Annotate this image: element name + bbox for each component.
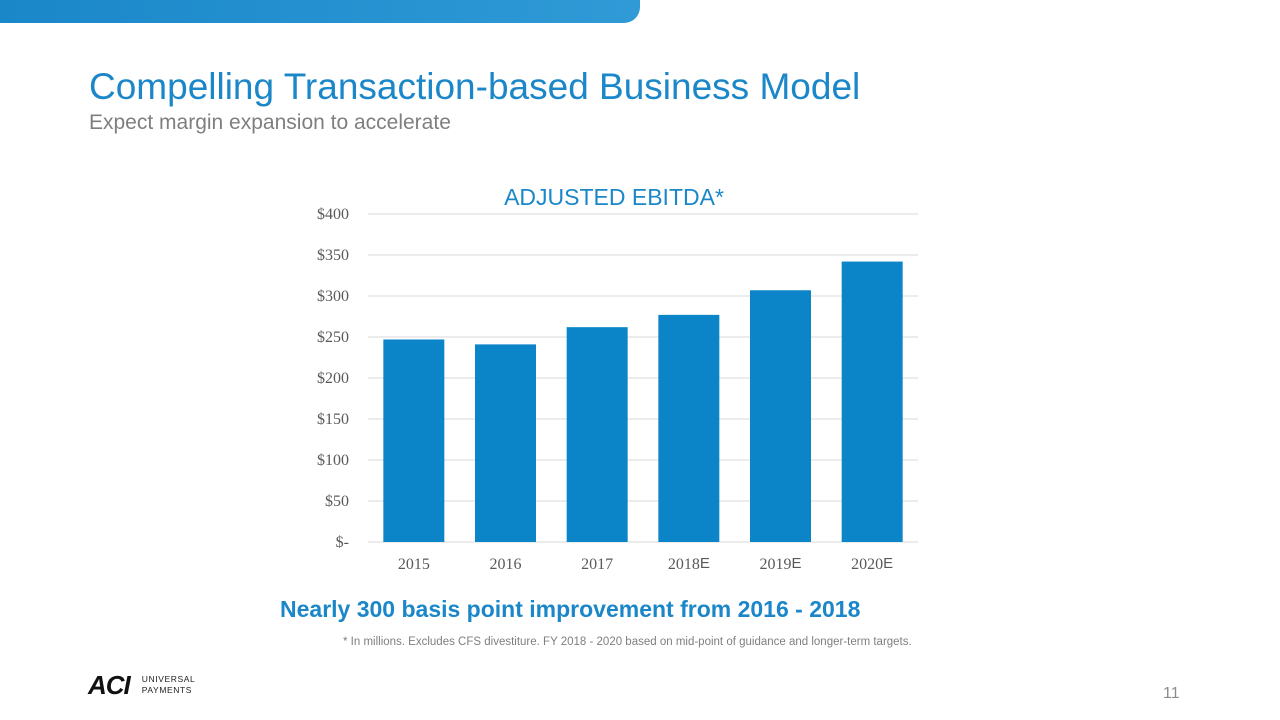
bar-2016: [475, 344, 536, 542]
x-tick-label: 2019E: [759, 555, 801, 573]
x-tick-label: 2020E: [851, 555, 893, 573]
bar-2020: [841, 261, 903, 542]
aci-logo: ACI UNIVERSAL PAYMENTS: [88, 672, 195, 698]
bar-2018: [658, 314, 720, 542]
x-tick-label: 2016: [490, 556, 522, 573]
y-tick-label: $200: [317, 370, 349, 387]
bar-2015: [383, 339, 445, 542]
top-accent-band: [0, 0, 640, 23]
logo-line-1: UNIVERSAL: [141, 674, 196, 684]
slide-title: Compelling Transaction-based Business Mo…: [89, 66, 861, 107]
y-tick-label: $300: [317, 288, 349, 305]
improvement-callout: Nearly 300 basis point improvement from …: [280, 596, 861, 622]
logo-mark: ACI: [88, 670, 131, 700]
bar-2019: [750, 290, 811, 542]
y-tick-label: $350: [317, 247, 349, 264]
slide-subtitle: Expect margin expansion to accelerate: [89, 111, 451, 134]
bar-2017: [566, 327, 628, 542]
y-tick-label: $-: [336, 534, 349, 551]
logo-line-2: PAYMENTS: [141, 685, 193, 695]
y-tick-label: $50: [325, 493, 349, 510]
x-tick-label: 2018E: [668, 555, 710, 573]
y-tick-label: $100: [317, 452, 349, 469]
y-tick-label: $400: [317, 206, 349, 223]
page-number: 11: [1163, 685, 1180, 702]
chart-title: ADJUSTED EBITDA*: [504, 184, 724, 210]
logo-text: UNIVERSAL PAYMENTS: [142, 674, 196, 696]
y-tick-label: $250: [317, 329, 349, 346]
x-tick-label: 2015: [398, 556, 430, 573]
x-tick-label: 2017: [581, 556, 613, 573]
ebitda-bar-chart: ADJUSTED EBITDA* $- $50 $100 $150 $200 $250 $3…: [317, 184, 918, 573]
y-tick-label: $150: [317, 411, 349, 428]
footnote: * In millions. Excludes CFS divestiture.…: [343, 636, 912, 648]
